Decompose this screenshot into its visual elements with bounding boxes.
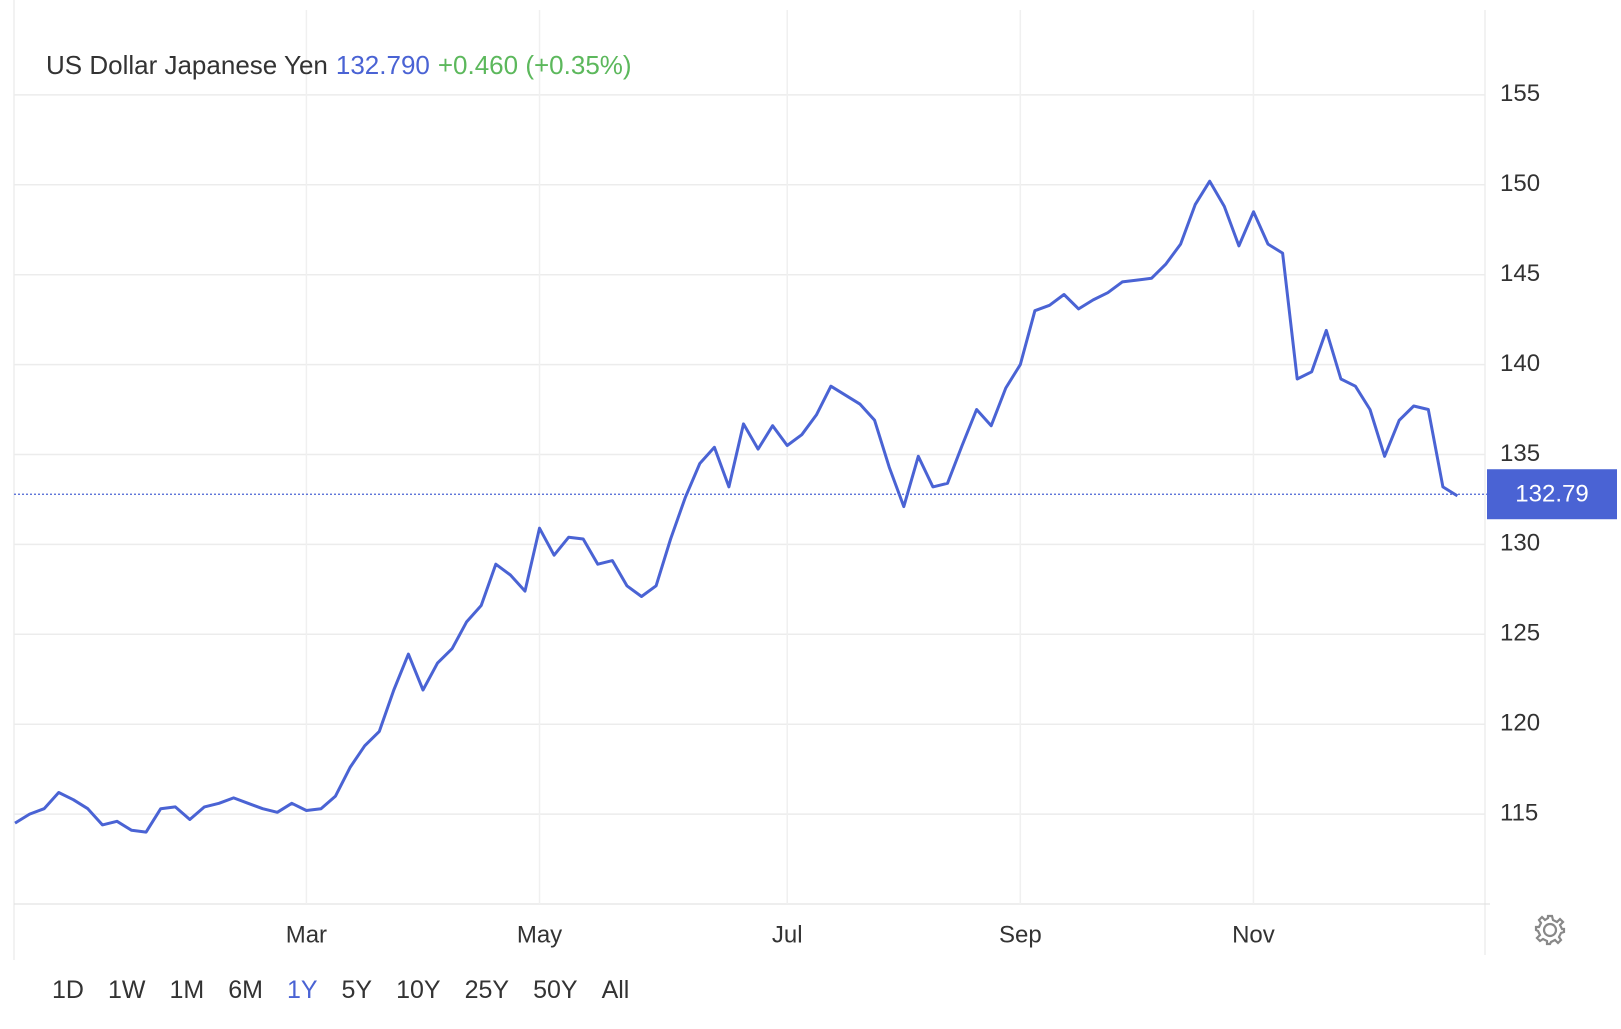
- header: US Dollar Japanese Yen 132.790 +0.460 (+0.…: [46, 50, 640, 81]
- range-button[interactable]: 50Y: [533, 976, 578, 1004]
- y-tick-label: 150: [1500, 170, 1540, 197]
- y-tick-label: 130: [1500, 530, 1540, 557]
- x-tick-label: May: [517, 921, 562, 948]
- x-tick-label: Nov: [1232, 921, 1275, 948]
- last-price-tag: [1487, 469, 1617, 520]
- y-tick-label: 140: [1500, 350, 1540, 377]
- range-button[interactable]: 1W: [107, 976, 146, 1004]
- settings-icon[interactable]: [1534, 914, 1566, 946]
- range-selector: 1D 1W 1M 6M 1Y 5Y 10Y 25Y 50Y All: [52, 976, 653, 1005]
- y-tick-label: 120: [1500, 710, 1540, 737]
- grid: [14, 10, 1485, 904]
- y-tick-label: 145: [1500, 260, 1540, 287]
- x-tick-label: Mar: [286, 921, 327, 948]
- y-tick-label: 135: [1500, 440, 1540, 467]
- range-button[interactable]: 1D: [52, 976, 84, 1004]
- x-tick-label: Sep: [999, 921, 1042, 948]
- price: 132.790: [335, 50, 430, 80]
- range-button[interactable]: All: [601, 976, 630, 1004]
- last-price-label: 132.79: [1515, 481, 1588, 508]
- range-button[interactable]: 1Y: [286, 976, 318, 1004]
- range-button[interactable]: 10Y: [396, 976, 441, 1004]
- y-tick-label: 125: [1500, 620, 1540, 647]
- y-tick-label: 155: [1500, 80, 1540, 107]
- range-button[interactable]: 25Y: [464, 976, 510, 1004]
- change: +0.460 (+0.35%): [437, 50, 632, 80]
- chart: 115 120 125 130 135 140 145 150 155 Mar May Jul Sep N…: [13, 0, 1617, 960]
- y-tick-label: 115: [1500, 799, 1538, 826]
- instrument-title: US Dollar Japanese Yen: [46, 50, 328, 80]
- price-line: [14, 179, 1459, 834]
- range-button[interactable]: 1M: [169, 976, 205, 1004]
- x-tick-label: Jul: [772, 921, 803, 948]
- range-button[interactable]: 5Y: [341, 976, 373, 1004]
- range-button[interactable]: 6M: [228, 976, 263, 1004]
